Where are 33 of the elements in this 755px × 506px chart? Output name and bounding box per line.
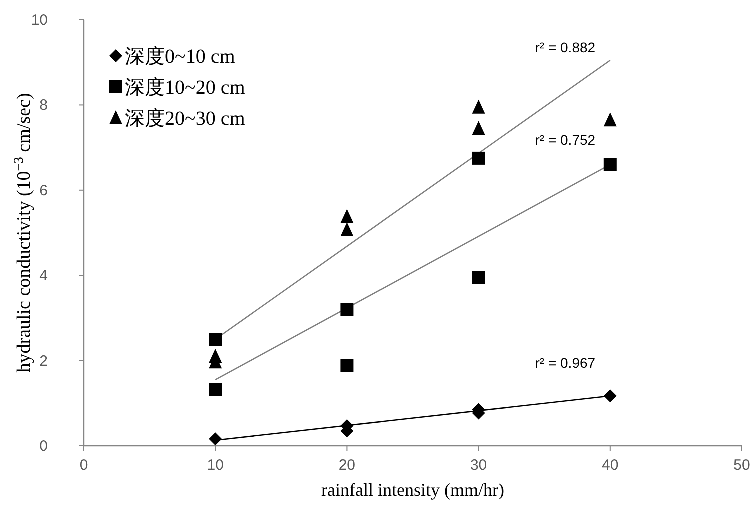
point xyxy=(604,390,617,403)
point xyxy=(472,152,486,165)
y-tick-label: 8 xyxy=(40,97,48,114)
point xyxy=(604,112,617,127)
x-axis-title: rainfall intensity (mm/hr) xyxy=(322,480,504,500)
point xyxy=(209,432,222,446)
x-tick-label: 30 xyxy=(470,457,488,474)
x-tick-label: 20 xyxy=(338,457,356,474)
point xyxy=(472,121,486,136)
y-tick-label: 0 xyxy=(40,438,48,455)
point xyxy=(340,303,354,316)
legend-label: 深度10~20 cm xyxy=(125,77,246,99)
annotation: r² = 0.967 xyxy=(535,355,596,372)
x-tick-label: 10 xyxy=(207,457,224,474)
annotation: r² = 0.882 xyxy=(535,39,596,56)
point xyxy=(340,222,354,237)
y-tick-label: 10 xyxy=(31,12,48,29)
point xyxy=(472,100,486,114)
point xyxy=(209,333,222,346)
x-tick-label: 40 xyxy=(602,457,619,474)
annotation: r² = 0.752 xyxy=(535,132,596,148)
x-tick-label: 50 xyxy=(734,457,750,474)
x-tick-label: 0 xyxy=(80,457,88,474)
y-tick-label: 4 xyxy=(40,268,48,285)
point xyxy=(340,359,354,372)
point xyxy=(340,209,354,224)
y-tick-label: 6 xyxy=(40,182,48,200)
legend-label: 深度20~30 cm xyxy=(125,108,246,130)
y-tick-label: 2 xyxy=(40,352,48,370)
point xyxy=(472,271,486,284)
legend-label: 深度0~10 cm xyxy=(125,46,236,68)
point xyxy=(604,158,617,172)
point xyxy=(209,383,222,396)
